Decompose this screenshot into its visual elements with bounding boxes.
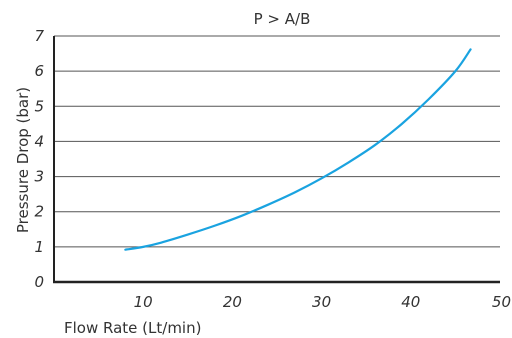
y-tick-label: 5 bbox=[34, 97, 44, 115]
y-axis-label: Pressure Drop (bar) bbox=[14, 87, 32, 233]
y-tick-label: 4 bbox=[34, 132, 44, 150]
chart-title: P > A/B bbox=[254, 10, 311, 28]
series-layer bbox=[124, 48, 472, 251]
y-tick-label: 6 bbox=[34, 62, 44, 80]
x-axis-label: Flow Rate (Lt/min) bbox=[64, 319, 201, 337]
y-tick-label: 3 bbox=[34, 168, 44, 186]
x-tick-label: 20 bbox=[223, 293, 242, 311]
y-tick-label: 0 bbox=[34, 273, 44, 291]
y-tick-label: 2 bbox=[34, 203, 44, 221]
x-tick-label: 40 bbox=[401, 293, 420, 311]
x-tick-label: 50 bbox=[492, 293, 511, 311]
x-tick-label: 10 bbox=[134, 293, 153, 311]
y-tick-label: 1 bbox=[34, 238, 44, 256]
y-tick-label: 7 bbox=[34, 27, 44, 45]
x-tick-label: 30 bbox=[312, 293, 331, 311]
series-line-0 bbox=[124, 48, 472, 251]
tick-labels: 0 1 2 3 4 5 6 7 10 20 30 40 50 bbox=[34, 27, 511, 311]
grid bbox=[54, 35, 500, 248]
axes bbox=[53, 36, 500, 284]
